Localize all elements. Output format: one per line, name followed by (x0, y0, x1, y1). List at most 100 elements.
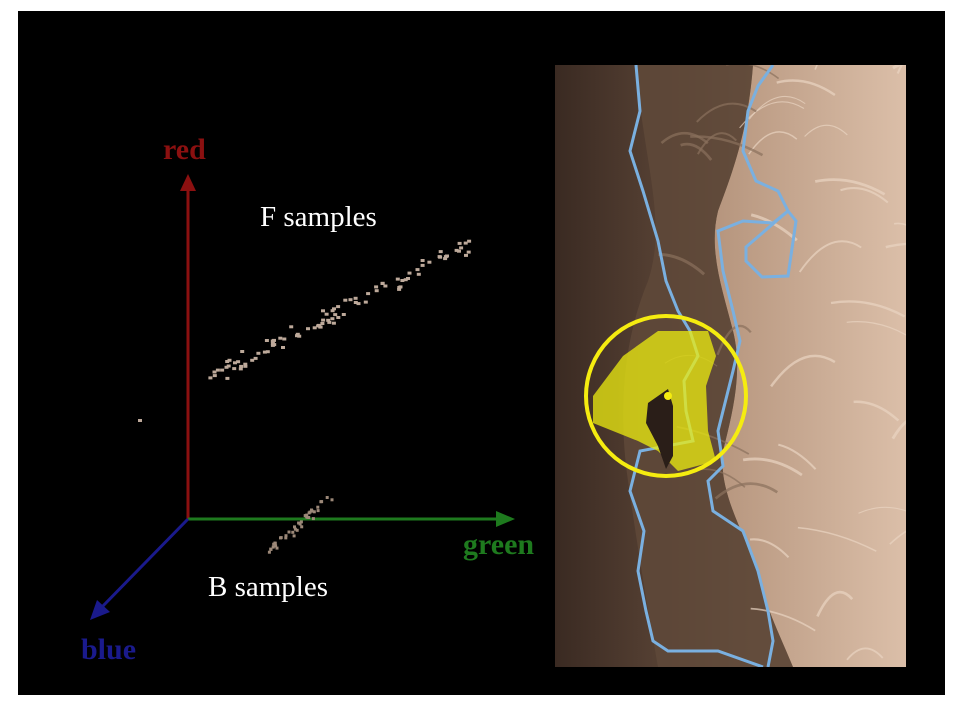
f-sample-point (403, 278, 408, 282)
b-sample-point (291, 530, 295, 534)
f-samples-label: F samples (260, 201, 377, 233)
b-sample-point (312, 510, 316, 514)
hair-strand (750, 607, 816, 632)
f-sample-point (467, 239, 472, 243)
f-sample-point (464, 253, 468, 257)
rgb-plot: red green blue F samples B samples (81, 133, 534, 666)
b-sample-point (293, 527, 297, 531)
local-window-circle (584, 314, 748, 478)
f-sample-point (343, 298, 348, 302)
b-sample-point (310, 508, 313, 512)
hair-strand (840, 187, 889, 204)
hair-strand (798, 240, 862, 273)
hair-strand (846, 647, 884, 661)
f-sample-point (278, 336, 283, 340)
f-sample-point (397, 287, 402, 291)
f-sample-point (406, 277, 410, 280)
b-sample-point (300, 525, 304, 529)
f-sample-point (353, 296, 358, 300)
hair-strand (891, 420, 906, 440)
f-sample-point (336, 305, 341, 309)
hair-strand (696, 102, 757, 123)
f-sample-point (281, 346, 285, 349)
f-sample-point (320, 322, 325, 325)
f-sample-point (226, 364, 231, 368)
figure-canvas: red green blue F samples B samples (18, 11, 945, 695)
f-sample-point (348, 298, 353, 302)
f-sample-point (353, 301, 358, 304)
f-sample-point (380, 281, 385, 285)
hair-foreground-region (714, 65, 906, 667)
f-sample-point (225, 376, 230, 380)
hair-strand (889, 530, 906, 545)
hair-strand (804, 124, 848, 137)
b-sample-point (274, 544, 278, 548)
b-samples-cluster (267, 496, 334, 554)
hair-strand (816, 590, 854, 617)
b-sample-point (311, 517, 315, 521)
hair-strand (742, 457, 803, 477)
b-sample-point (269, 547, 273, 551)
hair-strand (846, 321, 906, 336)
f-samples-cluster (208, 239, 472, 380)
f-sample-point (445, 254, 449, 258)
f-sample-point (341, 313, 346, 316)
dark-hole-in-highlight (646, 389, 673, 469)
f-sample-point (233, 361, 237, 365)
f-sample-point (321, 318, 326, 322)
f-sample-point (236, 360, 241, 364)
f-sample-point (332, 307, 336, 311)
outlier-sample-point (138, 419, 142, 422)
f-sample-point (324, 312, 329, 316)
f-sample-point (331, 321, 336, 325)
f-sample-point (272, 338, 276, 342)
f-sample-point (312, 326, 317, 330)
red-axis-label: red (163, 133, 206, 166)
hair-strand (830, 300, 906, 318)
b-sample-point (304, 514, 308, 518)
hair-strand (726, 65, 780, 80)
b-sample-point (293, 525, 296, 529)
f-sample-point (400, 279, 405, 282)
hair-strand (893, 222, 906, 226)
f-sample-point (457, 241, 462, 245)
hair-strand (770, 354, 836, 388)
hair-strand (700, 468, 746, 488)
f-sample-point (212, 370, 217, 374)
b-sample-point (308, 510, 312, 514)
f-sample-point (282, 337, 287, 341)
f-sample-point (318, 325, 323, 329)
f-sample-point (443, 257, 448, 261)
f-sample-point (272, 343, 277, 347)
f-sample-point (459, 246, 464, 250)
f-sample-point (243, 362, 248, 366)
f-sample-point (336, 316, 341, 319)
hair-strand (776, 79, 836, 96)
hair-strand (885, 242, 906, 249)
hair-strand (858, 506, 906, 514)
f-sample-point (297, 334, 302, 338)
red-axis-arrowhead (180, 174, 196, 191)
b-sample-point (330, 498, 334, 502)
f-sample-point (330, 309, 335, 313)
f-sample-point (356, 302, 361, 306)
f-sample-point (420, 263, 425, 267)
f-sample-point (265, 350, 270, 354)
f-sample-point (224, 365, 229, 369)
b-sample-point (316, 505, 320, 509)
f-sample-point (306, 327, 310, 331)
f-sample-point (227, 358, 232, 362)
f-sample-point (295, 332, 300, 336)
green-axis-arrowhead (496, 511, 515, 527)
hair-strand (748, 131, 798, 155)
f-sample-point (333, 313, 338, 317)
b-sample-point (307, 516, 311, 519)
hair-strand (680, 142, 713, 161)
f-sample-point (420, 259, 425, 262)
f-sample-point (407, 271, 412, 275)
f-sample-point (438, 250, 443, 254)
f-sample-point (256, 351, 261, 355)
b-sample-point (275, 546, 279, 550)
hair-strand (690, 135, 764, 157)
hair-strand (892, 65, 906, 70)
